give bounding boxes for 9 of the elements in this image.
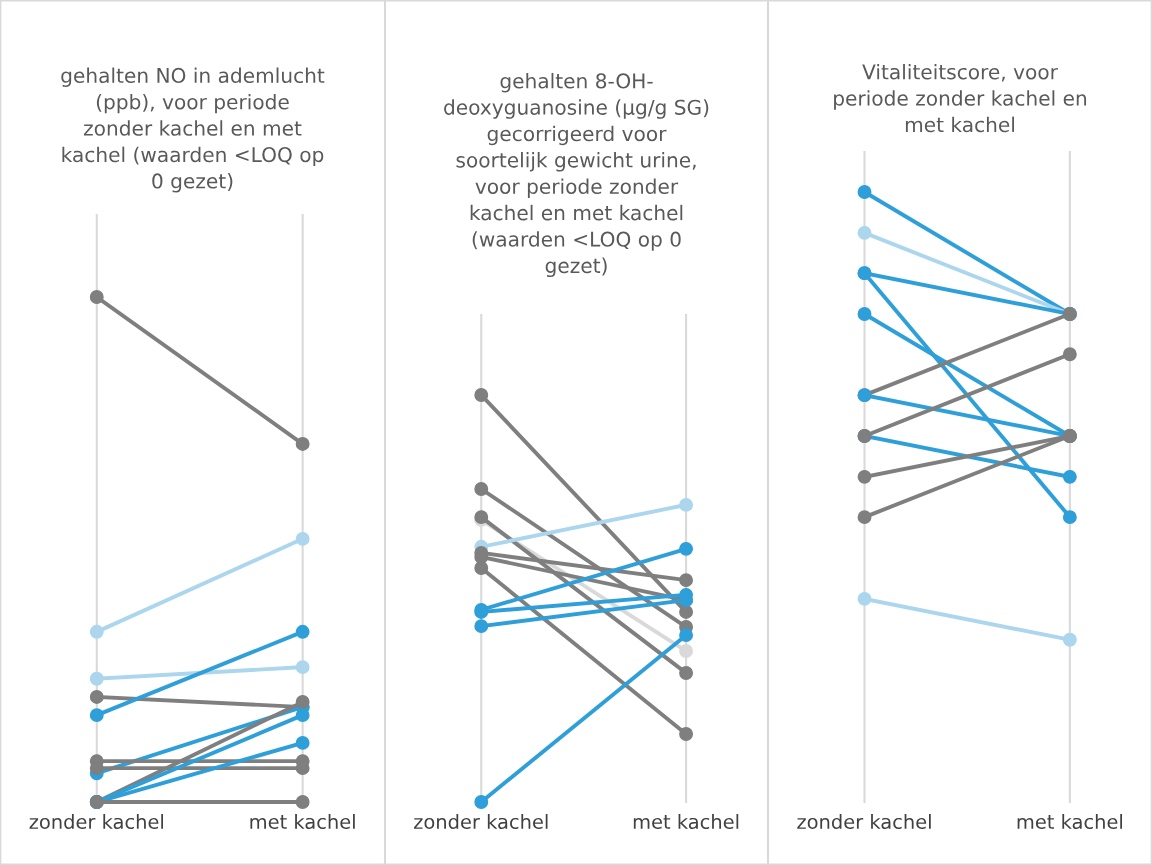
x-tick-label: met kachel: [1017, 814, 1122, 830]
x-tick-label: met kachel: [250, 814, 355, 830]
x-tick-label: zonder kachel: [797, 814, 931, 830]
chart-title: gehalten 8-OH- deoxyguanosine (µg/g SG) gecorrigeerd voor soortelijk gewicht urine, voor periode zonder kachel en met kachel (waarden <LOQ op 0 gezet): [444, 72, 709, 278]
x-tick-label: zonder kachel: [414, 814, 548, 830]
x-tick-label: met kachel: [633, 814, 739, 830]
chart-title: gehalten NO in ademlucht (ppb), voor periode zonder kachel en met kachel (waarden <LOQ op 0 gezet): [61, 67, 325, 193]
x-tick-label: zonder kachel: [29, 814, 163, 830]
chart-title: Vitaliteitscore, voor periode zonder kachel en met kachel: [834, 63, 1087, 133]
